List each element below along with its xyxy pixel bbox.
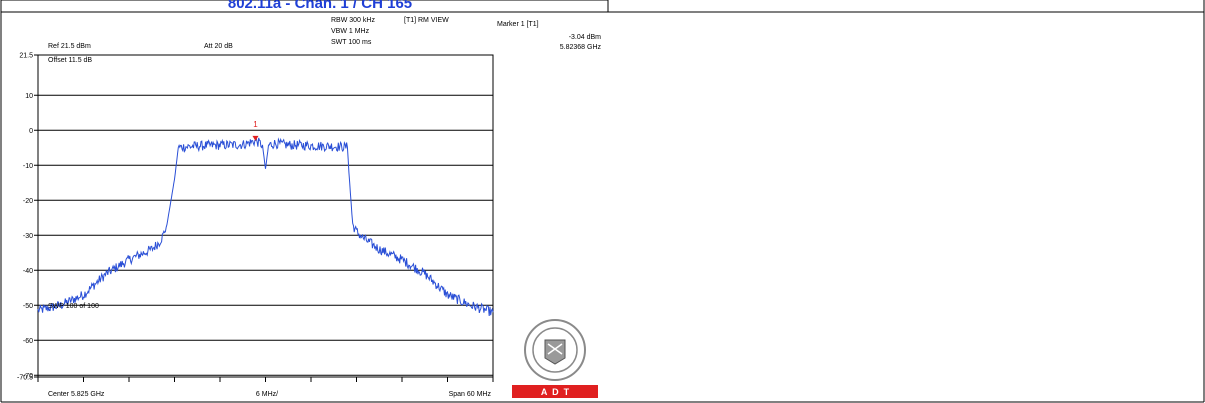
vbw-label: VBW 1 MHz [331,28,370,35]
y-tick-label: -50 [23,303,33,310]
center-label: Center 5.825 GHz [48,391,105,398]
sweep-label: SWP 100 of 100 [48,303,99,310]
swt-label: SWT 100 ms [331,39,372,46]
y-tick-label: 0 [29,128,33,135]
y-tick-label: -70.5 [17,375,33,382]
spectrum-plot: 21.5 10 0 -10 -20 -30 -40 -50 -60 -70-70.5 1 [17,53,494,382]
plot-border [37,54,494,378]
y-axis-ticks: 21.5 10 0 -10 -20 -30 -40 -50 -60 -70-70.5 [17,53,38,382]
adt-logo: A D T [512,385,598,398]
att-label: Att 20 dB [204,43,233,50]
y-tick-label: -10 [23,163,33,170]
y-tick-label: -60 [23,338,33,345]
marker-level: -3.04 dBm [569,34,601,41]
marker-title: Marker 1 [T1] [497,21,539,28]
y-tick-label: 21.5 [19,53,33,60]
spectrum-trace [37,136,494,316]
y-tick-label: -20 [23,198,33,205]
offset-label: Offset 11.5 dB [48,57,92,64]
marker-freq: 5.82368 GHz [560,44,602,51]
marker-group: 1 [252,120,259,141]
adt-logo-text: A D T [541,387,570,397]
y-tick-label: 10 [25,93,33,100]
marker-point [252,135,259,141]
marker-label: 1 [253,120,258,129]
y-tick-label: -70 [23,373,33,380]
span-label: Span 60 MHz [449,391,492,398]
rbw-label: RBW 300 kHz [331,17,375,24]
x-axis-ticks [37,377,494,382]
trace-mode-label: [T1] RM VIEW [404,17,449,24]
y-tick-label: -30 [23,233,33,240]
y-tick-label: -40 [23,268,33,275]
certification-seal [524,319,586,381]
trace-group [37,136,494,316]
caption-text: 802.11a - Chan. 1 / CH 165 [228,0,412,12]
ref-label: Ref 21.5 dBm [48,43,91,50]
div-label: 6 MHz/ [256,391,278,398]
